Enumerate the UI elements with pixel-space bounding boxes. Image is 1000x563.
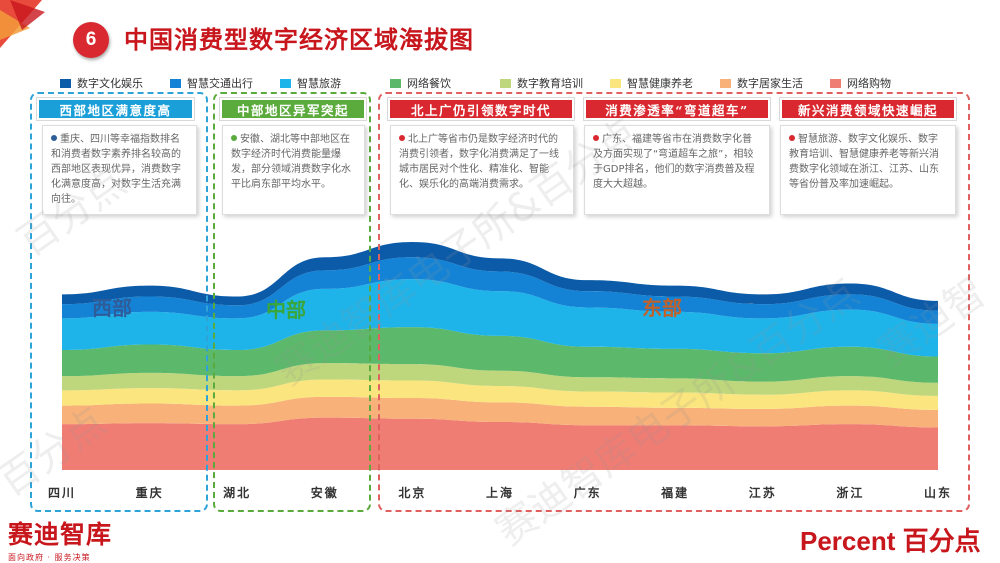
legend-label: 数字文化娱乐: [77, 77, 143, 90]
legend-swatch: [830, 78, 841, 88]
area-series-3: [62, 379, 938, 410]
legend-item: 数字居家生活: [720, 75, 803, 91]
central-region-box: [213, 92, 371, 512]
x-tick-label: 江苏: [748, 486, 777, 500]
area-series-8: [62, 242, 938, 311]
x-tick-label: 安徽: [310, 486, 339, 500]
area-series-1: [62, 417, 938, 470]
legend-item: 数字文化娱乐: [60, 75, 143, 91]
legend-swatch: [500, 78, 511, 88]
x-tick-label: 山东: [923, 486, 953, 500]
legend-item: 智慧交通出行: [170, 75, 253, 91]
area-series-6: [62, 279, 938, 357]
x-tick-label: 福建: [661, 486, 690, 500]
east-note-2: 广东、福建等省市在消费数字化普及方面实现了“弯道超车之旅”，相较于GDP排名，他…: [584, 125, 770, 215]
bullet-icon: [231, 135, 237, 141]
x-tick-label: 重庆: [135, 486, 164, 500]
legend-label: 智慧旅游: [297, 77, 341, 90]
east-region-box: [378, 92, 970, 512]
chart-legend: 数字文化娱乐 智慧交通出行 智慧旅游 网络餐饮 数字教育培训 智慧健康养老 数字居家生活 网络…: [60, 75, 940, 91]
legend-swatch: [720, 78, 731, 88]
legend-label: 智慧交通出行: [187, 77, 253, 90]
x-tick-label: 浙江: [836, 486, 865, 500]
legend-swatch: [170, 78, 181, 88]
region-label-east: 东部: [642, 296, 682, 320]
legend-item: 智慧旅游: [280, 75, 341, 91]
area-series-5: [62, 327, 938, 383]
legend-swatch: [280, 78, 291, 88]
east-note-1: 北上广等省市仍是数字经济时代的消费引领者，数字化消费满足了一线城市居民对个性化、…: [390, 125, 574, 215]
ccid-logo: 赛迪智库 面向政府 · 服务决策: [8, 515, 112, 563]
legend-label: 网络购物: [847, 77, 891, 90]
east-note-3-text: 智慧旅游、数字文化娱乐、数字教育培训、智慧健康养老等新兴消费数字化领域在浙江、江…: [789, 134, 939, 190]
section-number-badge: 6: [73, 22, 109, 58]
x-tick-label: 上海: [485, 486, 515, 500]
x-tick-label: 湖北: [223, 486, 252, 500]
x-tick-label: 广东: [573, 486, 602, 500]
legend-label: 网络餐饮: [407, 77, 451, 90]
area-series-4: [62, 363, 938, 396]
bullet-icon: [593, 135, 599, 141]
legend-swatch: [390, 78, 401, 88]
central-note-text: 安徽、湖北等中部地区在数字经济时代消费能量爆发，部分领域消费数字化水平比肩东部平…: [231, 134, 351, 190]
west-note-text: 重庆、四川等幸福指数排名和消费者数字素养排名较高的西部地区表现优异，消费数字化满…: [51, 134, 181, 205]
region-label-west: 西部: [92, 296, 132, 320]
west-region-header: 西部地区满意度高: [37, 98, 194, 120]
region-label-central: 中部: [266, 298, 306, 322]
legend-swatch: [60, 78, 71, 88]
legend-swatch: [610, 78, 621, 88]
central-note: 安徽、湖北等中部地区在数字经济时代消费能量爆发，部分领域消费数字化水平比肩东部平…: [222, 125, 365, 215]
west-note: 重庆、四川等幸福指数排名和消费者数字素养排名较高的西部地区表现优异，消费数字化满…: [42, 125, 197, 215]
bullet-icon: [51, 135, 57, 141]
legend-label: 数字教育培训: [517, 77, 583, 90]
page-title: 中国消费型数字经济区域海拔图: [124, 26, 474, 54]
legend-label: 智慧健康养老: [627, 77, 693, 90]
east-header-3: 新兴消费领域快速崛起: [780, 98, 956, 120]
x-tick-label: 北京: [398, 486, 427, 500]
legend-item: 网络购物: [830, 75, 891, 91]
ccid-logo-slogan: 面向政府 · 服务决策: [8, 553, 91, 562]
legend-label: 数字居家生活: [737, 77, 803, 90]
x-tick-label: 四川: [47, 486, 77, 500]
east-note-3: 智慧旅游、数字文化娱乐、数字教育培训、智慧健康养老等新兴消费数字化领域在浙江、江…: [780, 125, 956, 215]
east-note-1-text: 北上广等省市仍是数字经济时代的消费引领者，数字化消费满足了一线城市居民对个性化、…: [399, 134, 559, 190]
area-series-7: [62, 257, 938, 324]
bullet-icon: [399, 135, 405, 141]
area-series-2: [62, 396, 938, 428]
ccid-logo-text: 赛迪智库: [8, 520, 113, 549]
east-header-1: 北上广仍引领数字时代: [388, 98, 574, 120]
central-region-header: 中部地区异军突起: [220, 98, 366, 120]
bullet-icon: [789, 135, 795, 141]
legend-item: 智慧健康养老: [610, 75, 693, 91]
corner-decoration: [0, 0, 45, 48]
legend-item: 网络餐饮: [390, 75, 451, 91]
west-region-box: [30, 92, 208, 512]
legend-item: 数字教育培训: [500, 75, 583, 91]
east-header-2: 消费渗透率“弯道超车”: [584, 98, 770, 120]
percent-logo: Percent 百分点: [800, 526, 981, 556]
east-note-2-text: 广东、福建等省市在消费数字化普及方面实现了“弯道超车之旅”，相较于GDP排名，他…: [593, 134, 755, 190]
area-series-group: [62, 242, 938, 470]
